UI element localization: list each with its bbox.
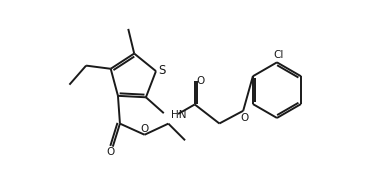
Text: O: O [107, 147, 115, 157]
Text: HN: HN [171, 110, 186, 120]
Text: O: O [141, 124, 149, 134]
Text: Cl: Cl [274, 50, 284, 60]
Text: S: S [159, 64, 166, 77]
Text: O: O [197, 76, 205, 86]
Text: O: O [241, 113, 249, 123]
